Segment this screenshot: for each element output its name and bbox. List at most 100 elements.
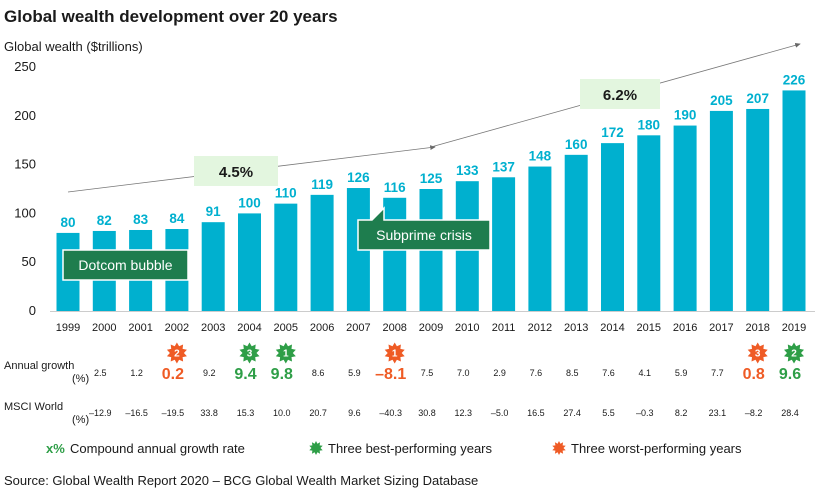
x-tick-2008: 2008	[382, 322, 406, 334]
callout-subprime-crisis	[357, 206, 491, 251]
value-label-2005: 110	[275, 186, 297, 201]
callout-dotcom-bubble	[62, 249, 189, 281]
x-tick-2012: 2012	[528, 322, 552, 334]
annual-growth-2008: –8.1	[375, 366, 406, 383]
msci-2007: 9.6	[348, 408, 361, 418]
msci-2012: 16.5	[527, 408, 545, 418]
msci-world-row: –12.9 –16.5 –19.5 33.8 15.3 10.0 20.7 9.6 –40.3 3…	[89, 408, 799, 418]
value-label-2018: 207	[746, 91, 769, 106]
x-tick-2013: 2013	[564, 322, 588, 334]
annual-growth-label-line2: (%)	[72, 373, 89, 385]
annual-growth-2018: 0.8	[743, 366, 765, 383]
annual-growth-2019: 9.6	[779, 366, 801, 383]
value-label-2008: 116	[384, 180, 406, 195]
value-label-2017: 205	[710, 93, 733, 108]
msci-2018: –8.2	[745, 408, 763, 418]
value-label-2011: 137	[492, 159, 515, 174]
x-tick-2017: 2017	[709, 322, 733, 334]
x-tick-1999: 1999	[56, 322, 80, 334]
msci-2019: 28.4	[781, 408, 799, 418]
value-label-2001: 83	[133, 212, 149, 227]
legend-cagr-symbol: x%	[46, 441, 65, 456]
bar-2014	[601, 143, 624, 311]
value-label-2015: 180	[638, 117, 661, 132]
worst-badge-2018	[747, 342, 768, 364]
legend-worst-icon	[552, 441, 566, 455]
callout-dotcom-text: Dotcom bubble	[78, 257, 172, 273]
bar-value-labels: 80 82 83 84 91 100 110 119 126 116 125 133 137 148 160…	[60, 72, 805, 229]
y-tick-250: 250	[14, 59, 36, 74]
msci-2014: 5.5	[602, 408, 615, 418]
msci-2003: 33.8	[200, 408, 218, 418]
msci-2004: 15.3	[237, 408, 255, 418]
msci-label-line2: (%)	[72, 414, 89, 426]
bar-2004	[238, 213, 261, 311]
x-tick-2015: 2015	[637, 322, 661, 334]
annual-growth-2010: 7.0	[457, 368, 470, 378]
annual-growth-2002: 0.2	[162, 366, 184, 383]
y-tick-50: 50	[22, 254, 36, 269]
best-badge-2019	[784, 342, 804, 364]
annual-growth-2017: 7.7	[711, 368, 724, 378]
x-tick-2000: 2000	[92, 322, 116, 334]
msci-2017: 23.1	[709, 408, 727, 418]
value-label-2010: 133	[456, 163, 479, 178]
x-tick-2010: 2010	[455, 322, 479, 334]
bar-2005	[274, 203, 298, 311]
x-tick-2001: 2001	[128, 322, 152, 334]
msci-2010: 12.3	[455, 408, 473, 418]
bar-2016	[673, 125, 697, 311]
annual-growth-2005: 9.8	[271, 366, 293, 383]
x-tick-2019: 2019	[782, 322, 806, 334]
annual-growth-2009: 7.5	[421, 368, 434, 378]
bar-2013	[564, 154, 588, 311]
value-label-2012: 148	[529, 149, 552, 164]
msci-2002: –19.5	[162, 408, 185, 418]
legend-best-icon	[309, 441, 323, 455]
y-axis-ticks: 0 50 100 150 200 250	[14, 59, 36, 318]
y-tick-200: 200	[14, 108, 36, 123]
cagr-boxes: 4.5% 6.2%	[194, 79, 660, 186]
bar-2015	[637, 135, 661, 311]
msci-2006: 20.7	[309, 408, 327, 418]
value-label-2013: 160	[565, 137, 588, 152]
badge-rank-2019: 2	[791, 349, 797, 360]
legend: x% Compound annual growth rate Three best-…	[46, 441, 742, 456]
y-tick-100: 100	[14, 205, 36, 220]
cagr-box-1	[194, 156, 278, 186]
msci-2013: 27.4	[563, 408, 581, 418]
bar-2019	[782, 90, 806, 311]
msci-2008: –40.3	[379, 408, 402, 418]
badge-rank-2008: 1	[392, 349, 398, 360]
value-label-2006: 119	[311, 177, 333, 192]
x-tick-2007: 2007	[346, 322, 370, 334]
annual-growth-2012: 7.6	[530, 368, 543, 378]
x-tick-2011: 2011	[492, 322, 516, 334]
cagr-label-2: 6.2%	[603, 87, 637, 104]
x-tick-2006: 2006	[310, 322, 334, 334]
value-label-2000: 82	[97, 213, 112, 228]
bars	[56, 90, 806, 311]
rank-badges: 2 3 1 1 3 2	[166, 342, 804, 364]
x-tick-2005: 2005	[274, 322, 298, 334]
msci-2016: 8.2	[675, 408, 688, 418]
msci-2001: –16.5	[125, 408, 148, 418]
chart-title: Global wealth development over 20 years	[4, 7, 338, 26]
legend-cagr-text: Compound annual growth rate	[70, 441, 245, 456]
msci-2005: 10.0	[273, 408, 291, 418]
x-tick-2018: 2018	[745, 322, 769, 334]
value-label-2004: 100	[238, 195, 261, 210]
annual-growth-2016: 5.9	[675, 368, 688, 378]
annual-growth-2014: 7.6	[602, 368, 615, 378]
badge-rank-2002: 2	[174, 349, 180, 360]
x-tick-2002: 2002	[165, 322, 189, 334]
value-label-2016: 190	[674, 108, 697, 123]
best-badge-2005	[275, 342, 296, 364]
annual-growth-row: 2.5 1.2 0.2 9.2 9.4 9.8 8.6 5.9 –8.1 7.5 7.0 2.9 7.6…	[94, 366, 801, 383]
value-label-1999: 80	[60, 215, 75, 230]
bar-2008	[383, 197, 407, 311]
worst-badge-2002	[166, 342, 187, 364]
best-badge-2004	[239, 342, 260, 364]
annual-growth-2003: 9.2	[203, 368, 216, 378]
